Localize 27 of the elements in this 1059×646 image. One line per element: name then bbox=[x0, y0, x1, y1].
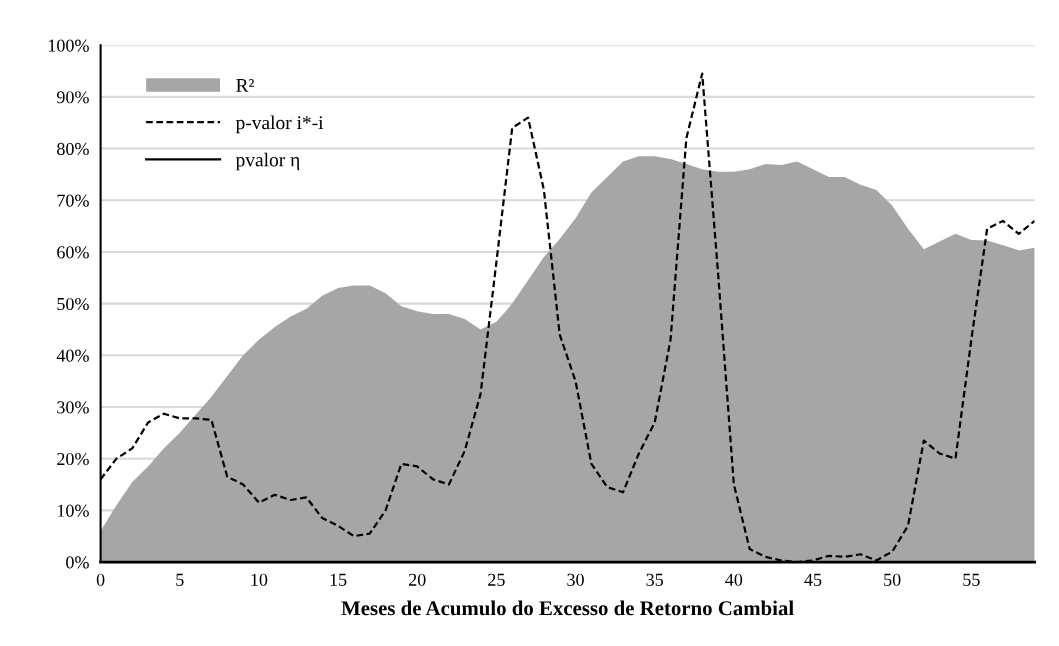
x-tick-label: 55 bbox=[963, 573, 980, 586]
x-tick-label: 35 bbox=[646, 573, 664, 586]
y-tick-label: 20% bbox=[57, 452, 89, 466]
y-tick-label: 50% bbox=[57, 297, 89, 311]
x-axis-title: Meses de Acumulo do Excesso de Retorno Cambial bbox=[341, 600, 794, 616]
y-tick-label: 30% bbox=[57, 401, 89, 414]
legend-label: R² bbox=[236, 79, 254, 92]
x-tick-label: 5 bbox=[176, 573, 184, 586]
legend-label: pvalor η bbox=[235, 152, 300, 171]
legend-label: p-valor i*-i bbox=[235, 115, 324, 134]
x-tick-label: 45 bbox=[804, 573, 822, 586]
x-tick-label: 50 bbox=[884, 573, 901, 586]
y-tick-label: 100% bbox=[48, 39, 89, 52]
y-tick-label: 70% bbox=[57, 194, 89, 207]
x-tick-label: 20 bbox=[408, 573, 426, 586]
y-tick-label: 60% bbox=[57, 246, 89, 259]
x-tick-label: 0 bbox=[96, 573, 105, 586]
y-tick-label: 0% bbox=[66, 556, 89, 569]
x-tick-label: 25 bbox=[488, 573, 505, 586]
x-tick-label: 10 bbox=[251, 573, 268, 586]
y-tick-label: 10% bbox=[57, 504, 89, 517]
y-tick-label: 80% bbox=[57, 142, 89, 156]
x-tick-label: 15 bbox=[330, 573, 347, 586]
y-tick-label: 40% bbox=[56, 349, 89, 362]
x-tick-label: 40 bbox=[725, 573, 743, 586]
x-tick-label: 30 bbox=[567, 573, 584, 586]
y-tick-label: 90% bbox=[56, 91, 89, 104]
